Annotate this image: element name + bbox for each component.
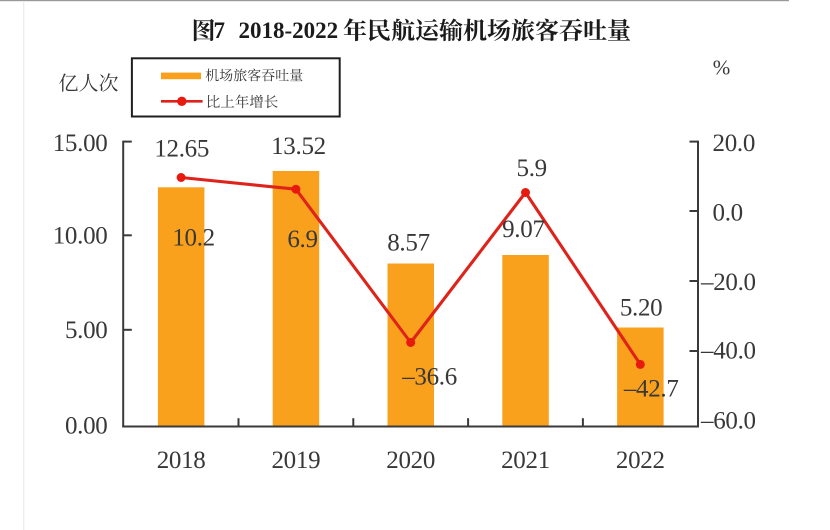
svg-text:2018: 2018: [157, 447, 206, 474]
svg-text:2019: 2019: [271, 447, 320, 474]
svg-text:6.9: 6.9: [287, 226, 317, 253]
svg-text:%: %: [713, 56, 731, 80]
svg-text:0.00: 0.00: [65, 413, 108, 440]
svg-text:12.65: 12.65: [154, 135, 209, 162]
svg-text:5.9: 5.9: [517, 155, 547, 182]
svg-text:5.20: 5.20: [620, 294, 663, 321]
svg-text:10.00: 10.00: [53, 222, 108, 249]
svg-text:2018-2022: 2018-2022: [239, 18, 339, 43]
svg-text:–36.6: –36.6: [401, 364, 457, 391]
svg-text:0.0: 0.0: [713, 199, 743, 226]
svg-text:20.0: 20.0: [713, 130, 756, 157]
svg-text:–42.7: –42.7: [623, 376, 679, 403]
svg-text:10.2: 10.2: [172, 225, 215, 252]
svg-text:13.52: 13.52: [271, 133, 326, 160]
svg-text:8.57: 8.57: [387, 230, 430, 257]
svg-text:2022: 2022: [616, 447, 665, 474]
svg-text:–60.0: –60.0: [700, 407, 756, 434]
svg-text:15.00: 15.00: [53, 130, 108, 157]
svg-text:–40.0: –40.0: [700, 338, 756, 365]
svg-text:9.07: 9.07: [502, 216, 545, 243]
svg-text:2021: 2021: [501, 447, 550, 474]
svg-text:7: 7: [214, 18, 226, 43]
svg-text:2020: 2020: [386, 447, 435, 474]
svg-text:–20.0: –20.0: [700, 269, 756, 296]
svg-text:5.00: 5.00: [65, 317, 108, 344]
